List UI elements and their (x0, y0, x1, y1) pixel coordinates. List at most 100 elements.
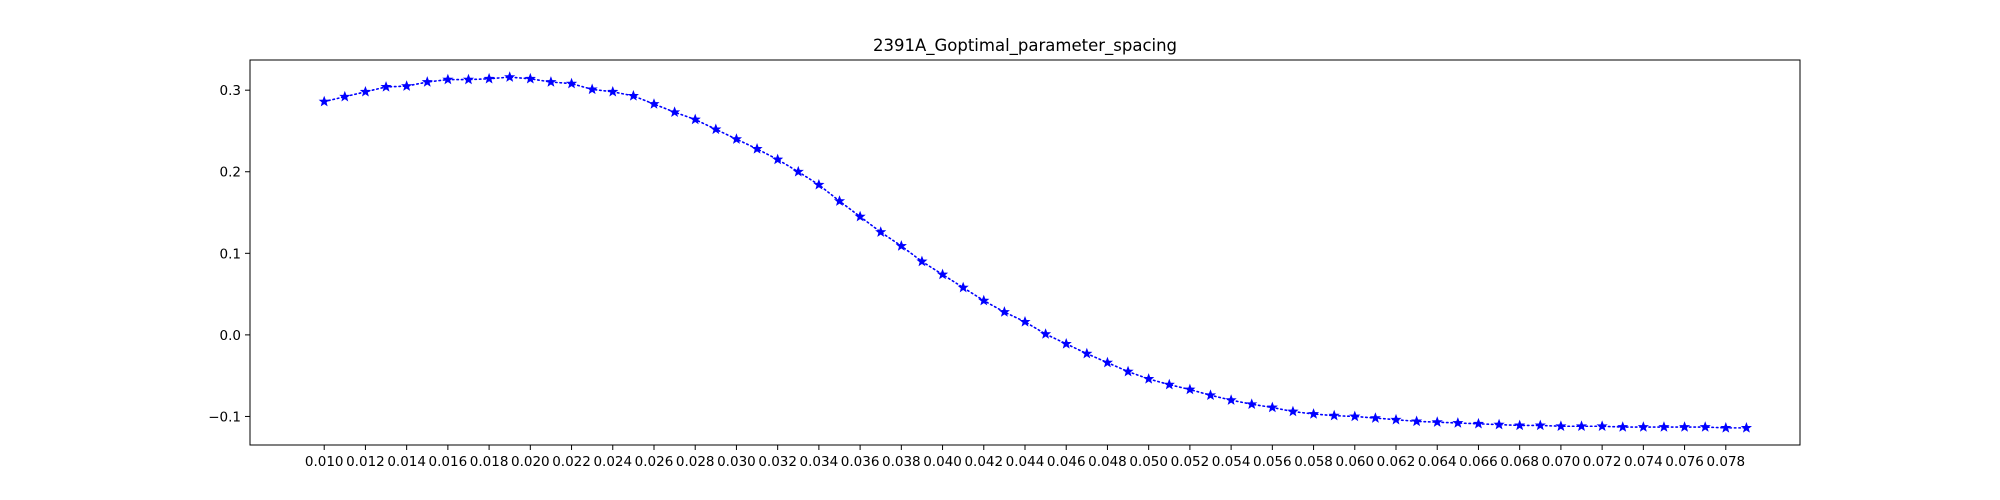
data-point (1101, 356, 1114, 368)
x-tick-label: 0.018 (470, 454, 509, 470)
data-point (1472, 417, 1485, 429)
data-point (998, 306, 1010, 317)
x-tick-label: 0.078 (1706, 454, 1745, 470)
data-point (1617, 421, 1629, 432)
x-tick-label: 0.022 (552, 454, 591, 470)
y-tick-label: −0.1 (208, 409, 241, 425)
data-point (565, 77, 578, 89)
data-point (1287, 405, 1299, 417)
x-tick-label: 0.036 (841, 454, 880, 470)
data-point (648, 98, 660, 109)
x-tick-label: 0.068 (1500, 454, 1539, 470)
data-point (772, 153, 784, 165)
data-point (483, 72, 495, 84)
x-tick-label: 0.010 (305, 454, 344, 470)
data-point (895, 240, 907, 251)
data-point (504, 71, 516, 82)
data-point (545, 76, 557, 87)
data-point (1596, 420, 1608, 431)
x-tick-label: 0.048 (1088, 454, 1127, 470)
data-point (1122, 365, 1134, 377)
chart-title: 2391A_Goptimal_parameter_spacing (873, 36, 1177, 56)
data-point (1307, 408, 1320, 419)
data-point (1575, 420, 1588, 431)
data-point (627, 90, 639, 101)
data-point (1679, 421, 1691, 432)
data-point (1163, 378, 1175, 390)
x-tick-label: 0.016 (429, 454, 468, 470)
data-point (1246, 398, 1258, 409)
x-tick-label: 0.064 (1418, 454, 1457, 470)
data-point (710, 123, 722, 135)
data-point (854, 210, 866, 222)
data-point (730, 133, 743, 144)
x-tick-label: 0.074 (1624, 454, 1663, 470)
data-point (1534, 419, 1546, 431)
x-tick-label: 0.076 (1665, 454, 1704, 470)
data-point (339, 90, 351, 102)
data-point (1369, 412, 1381, 423)
data-point (607, 85, 619, 97)
data-point (1349, 410, 1361, 422)
series-line (323, 76, 1748, 429)
data-point (1390, 413, 1402, 425)
data-point (1411, 415, 1423, 427)
data-point (669, 106, 681, 117)
x-tick-label: 0.028 (676, 454, 715, 470)
x-tick-label: 0.040 (923, 454, 962, 470)
data-point (936, 268, 949, 280)
data-point (1555, 420, 1567, 431)
data-point (1699, 421, 1711, 432)
data-point (792, 165, 804, 177)
data-point (1225, 394, 1237, 405)
data-point (442, 73, 454, 85)
data-point (875, 226, 887, 237)
y-tick-label: 0.0 (220, 328, 241, 344)
data-point (751, 143, 763, 154)
data-point (318, 95, 330, 107)
y-tick-label: 0.1 (220, 246, 241, 262)
x-tick-label: 0.032 (758, 454, 797, 470)
data-point (462, 73, 475, 85)
data-point (586, 83, 598, 95)
plot-layer (318, 71, 1752, 433)
data-point (1740, 422, 1752, 433)
x-tick-label: 0.012 (346, 454, 385, 470)
x-tick-label: 0.042 (964, 454, 1003, 470)
x-tick-label: 0.024 (593, 454, 632, 470)
data-point (1514, 419, 1526, 431)
data-point (1060, 338, 1072, 349)
x-tick-label: 0.020 (511, 454, 550, 470)
x-tick-label: 0.034 (800, 454, 839, 470)
x-tick-label: 0.050 (1129, 454, 1168, 470)
data-point (957, 281, 969, 293)
data-point (421, 76, 433, 87)
y-tick-label: 0.2 (220, 165, 241, 181)
x-tick-label: 0.046 (1047, 454, 1086, 470)
x-tick-label: 0.052 (1171, 454, 1210, 470)
data-point (1637, 421, 1649, 432)
data-point (1658, 421, 1670, 432)
x-tick-label: 0.056 (1253, 454, 1292, 470)
y-tick-label: 0.3 (220, 83, 241, 99)
x-axis: 0.010 0.012 0.014 0.016 0.018 0.020 0.022 0.024… (305, 445, 1745, 470)
data-point (1266, 401, 1278, 413)
x-tick-label: 0.066 (1459, 454, 1498, 470)
data-point (1328, 409, 1340, 421)
x-tick-label: 0.060 (1335, 454, 1374, 470)
x-tick-label: 0.038 (882, 454, 921, 470)
data-point (1493, 418, 1505, 430)
data-point (1452, 417, 1464, 428)
data-point (524, 72, 536, 84)
x-tick-label: 0.058 (1294, 454, 1333, 470)
data-point (401, 80, 413, 91)
x-tick-label: 0.030 (717, 454, 756, 470)
data-point (1184, 383, 1196, 395)
data-point (380, 81, 392, 92)
x-tick-label: 0.044 (1006, 454, 1045, 470)
data-point (1019, 315, 1031, 327)
y-axis: 0.3 0.2 0.1 0.0 −0.1 (208, 83, 250, 425)
x-tick-label: 0.072 (1583, 454, 1622, 470)
data-point (813, 178, 825, 190)
